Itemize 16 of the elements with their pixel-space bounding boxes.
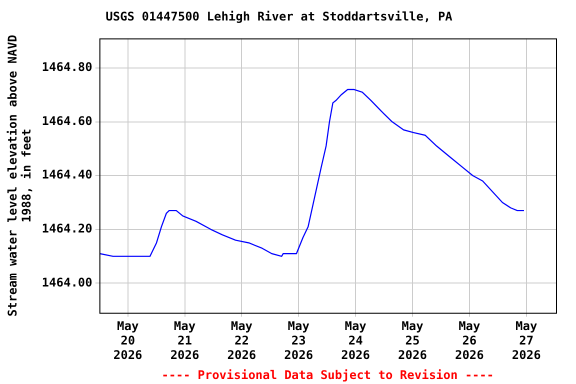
y-axis-title: Stream water level elevation above NAVD 1988, in feet: [5, 34, 34, 316]
y-tick-label: 1464.80: [42, 60, 92, 74]
y-tick-label: 1464.00: [42, 275, 92, 290]
y-tick-label: 1464.60: [42, 114, 92, 128]
y-tick-label: 1464.20: [42, 222, 92, 236]
x-tick-label: May 27 2026: [512, 319, 541, 362]
x-tick-label: May 23 2026: [284, 319, 314, 362]
x-tick-label: May 22 2026: [227, 319, 256, 362]
y-tick-label: 1464.40: [42, 168, 92, 182]
x-tick-label: May 26 2026: [454, 319, 484, 362]
x-tick-label: May 21 2026: [170, 319, 200, 362]
x-tick-label: May 25 2026: [398, 319, 427, 362]
x-tick-label: May 20 2026: [113, 319, 142, 362]
chart-title: USGS 01447500 Lehigh River at Stoddartsville, PA: [106, 9, 454, 24]
x-tick-label: May 24 2026: [341, 319, 370, 362]
text: ---- Provisional Data Subject to Revision ----: [162, 368, 494, 382]
